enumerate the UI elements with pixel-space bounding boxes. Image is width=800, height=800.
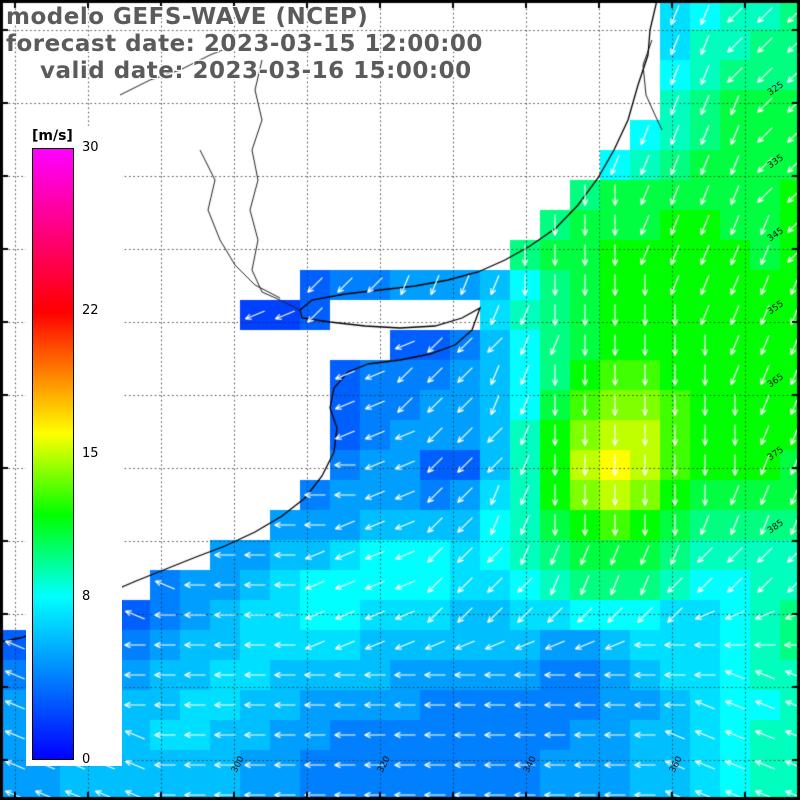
colorbar-tick-label: 22 [82,303,99,319]
forecast-date: forecast date: 2023-03-15 12:00:00 [6,31,483,57]
colorbar-tick-label: 15 [82,446,99,461]
model-title: modelo GEFS-WAVE (NCEP) [6,4,369,30]
colorbar-tick-label: 8 [82,588,91,604]
colorbar-tick-label: 30 [82,140,99,155]
colorbar-wrap: 30 22 15 8 0 [32,140,118,767]
colorbar-tick-label: 0 [82,752,91,767]
title-block: modelo GEFS-WAVE (NCEP) forecast date: 2… [6,4,483,85]
colorbar-gradient [32,148,74,760]
valid-date: valid date: 2023-03-16 15:00:00 [40,58,472,84]
colorbar: [m/s] 30 22 15 8 0 [26,126,122,767]
colorbar-unit-label: [m/s] [32,128,73,144]
